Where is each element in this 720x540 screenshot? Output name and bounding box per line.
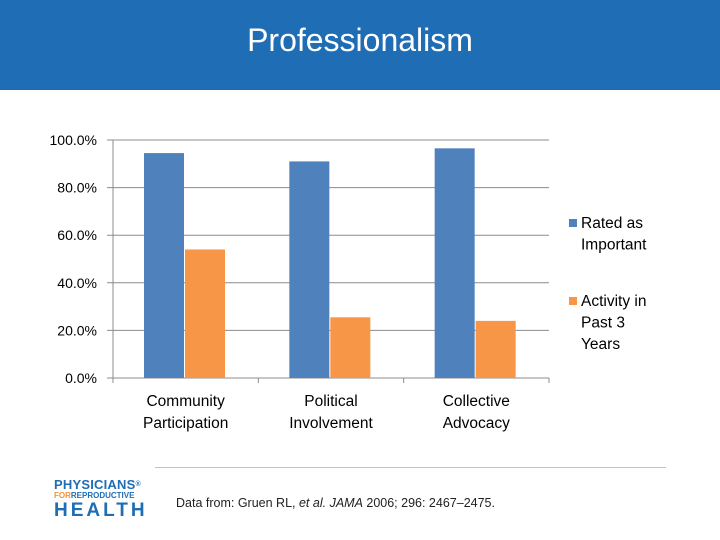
bar-rated-important bbox=[289, 161, 330, 378]
legend-swatch bbox=[569, 297, 577, 305]
y-tick-label: 80.0% bbox=[57, 180, 97, 196]
x-category-label: Collective Advocacy bbox=[443, 393, 510, 432]
y-tick-label: 100.0% bbox=[50, 132, 97, 148]
y-tick-label: 40.0% bbox=[57, 275, 97, 291]
data-source-citation: Data from: Gruen RL, et al. JAMA 2006; 2… bbox=[176, 496, 495, 510]
bar-rated-important bbox=[144, 153, 184, 378]
bar-activity-past-3-years bbox=[475, 320, 516, 378]
bar-activity-past-3-years bbox=[185, 249, 225, 378]
legend-label: Activity in Past 3 Years bbox=[581, 293, 646, 353]
y-tick-label: 20.0% bbox=[57, 322, 97, 338]
x-category-label: Community Participation bbox=[143, 393, 228, 432]
x-category-label: Political Involvement bbox=[289, 393, 373, 432]
footer-divider bbox=[155, 467, 666, 468]
physicians-for-reproductive-health-logo: PHYSICIANS® FORREPRODUCTIVE HEALTH bbox=[54, 477, 148, 521]
slide-title: Professionalism bbox=[247, 22, 473, 58]
y-tick-label: 60.0% bbox=[57, 227, 97, 243]
bar-rated-important bbox=[434, 148, 475, 378]
legend-label: Rated as Important bbox=[581, 215, 647, 254]
bar-activity-past-3-years bbox=[330, 317, 371, 378]
title-bar: Professionalism bbox=[0, 0, 720, 90]
legend-swatch bbox=[569, 219, 577, 227]
y-tick-label: 0.0% bbox=[65, 370, 97, 386]
